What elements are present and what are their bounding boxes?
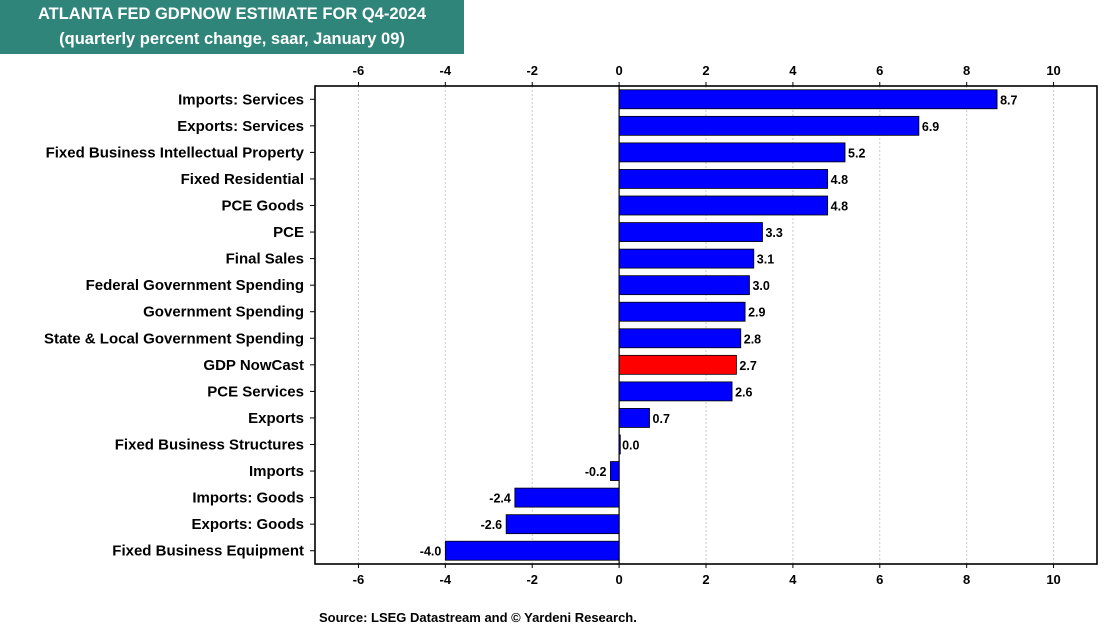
category-label: Fixed Residential xyxy=(181,171,304,188)
bar xyxy=(618,328,742,349)
bar xyxy=(514,487,620,508)
data-label: 0.7 xyxy=(653,412,670,426)
bar xyxy=(610,461,620,481)
x-tick-label-bottom: 8 xyxy=(963,572,970,587)
category-label: Federal Government Spending xyxy=(86,277,304,294)
bar xyxy=(618,301,746,322)
category-label: PCE Services xyxy=(207,383,304,400)
data-label: 4.8 xyxy=(831,173,848,187)
chart-title: ATLANTA FED GDPNOW ESTIMATE FOR Q4-2024 xyxy=(37,5,427,23)
x-tick-label-bottom: -4 xyxy=(440,572,452,587)
category-label: Final Sales xyxy=(226,251,304,268)
data-label: 8.7 xyxy=(1000,93,1017,107)
category-label: Exports: Goods xyxy=(191,516,304,533)
x-tick-label-top: 4 xyxy=(789,63,797,78)
data-label: 2.7 xyxy=(739,359,756,373)
data-label: 5.2 xyxy=(848,146,865,160)
x-tick-label-top: 0 xyxy=(615,63,622,78)
chart-subtitle: (quarterly percent change, saar, January… xyxy=(59,30,405,48)
bar xyxy=(618,195,829,216)
data-label: 4.8 xyxy=(831,200,848,214)
bar xyxy=(618,434,621,455)
category-label: Imports: Services xyxy=(178,91,304,108)
x-tick-label-bottom: 6 xyxy=(876,572,883,587)
category-label: PCE xyxy=(273,224,304,241)
x-tick-label-bottom: 2 xyxy=(702,572,709,587)
x-tick-label-top: -2 xyxy=(526,63,538,78)
x-tick-label-bottom: -2 xyxy=(526,572,538,587)
data-label: 2.6 xyxy=(735,385,752,399)
x-tick-label-top: 10 xyxy=(1046,63,1060,78)
data-label: 2.9 xyxy=(748,306,765,320)
category-label: Fixed Business Intellectual Property xyxy=(46,144,305,161)
x-tick-label-bottom: 0 xyxy=(615,572,622,587)
category-label: Government Spending xyxy=(143,304,304,321)
data-label: 2.8 xyxy=(744,332,761,346)
bar xyxy=(444,540,620,561)
bar xyxy=(618,89,998,110)
category-label: Fixed Business Structures xyxy=(115,437,304,454)
category-label: Imports xyxy=(249,463,304,480)
data-label: 3.0 xyxy=(752,279,769,293)
bar xyxy=(618,169,829,189)
data-label: -4.0 xyxy=(420,545,442,559)
bar xyxy=(618,222,763,242)
category-label: Imports: Goods xyxy=(192,490,304,507)
data-label: 3.1 xyxy=(757,253,774,267)
bar xyxy=(618,381,733,402)
x-tick-label-bottom: 4 xyxy=(789,572,797,587)
x-tick-label-bottom: 10 xyxy=(1046,572,1060,587)
bar xyxy=(618,408,650,428)
bar xyxy=(618,248,755,269)
bar xyxy=(618,142,846,163)
data-label: -2.6 xyxy=(481,518,503,532)
category-label: State & Local Government Spending xyxy=(44,330,304,347)
data-label: 0.0 xyxy=(622,439,639,453)
x-tick-label-top: 2 xyxy=(702,63,709,78)
category-label: PCE Goods xyxy=(221,198,304,215)
x-tick-label-top: 6 xyxy=(876,63,883,78)
category-label: GDP NowCast xyxy=(203,357,304,374)
category-label: Exports: Services xyxy=(177,118,304,135)
x-tick-label-bottom: -6 xyxy=(353,572,365,587)
bar xyxy=(618,275,750,296)
category-label: Exports xyxy=(248,410,304,427)
plot-area xyxy=(315,86,1097,564)
data-label: 6.9 xyxy=(922,120,939,134)
x-tick-label-top: -4 xyxy=(440,63,452,78)
bar xyxy=(618,115,920,136)
category-label: Fixed Business Equipment xyxy=(112,543,304,560)
x-tick-label-top: 8 xyxy=(963,63,970,78)
data-label: -2.4 xyxy=(489,492,511,506)
bar xyxy=(505,514,620,535)
bar xyxy=(618,354,737,375)
x-tick-label-top: -6 xyxy=(353,63,365,78)
plot-border xyxy=(314,85,1098,565)
data-label: 3.3 xyxy=(765,226,782,240)
chart-title-box: ATLANTA FED GDPNOW ESTIMATE FOR Q4-2024 … xyxy=(0,0,464,54)
data-label: -0.2 xyxy=(585,465,607,479)
source-note: Source: LSEG Datastream and © Yardeni Re… xyxy=(319,610,637,625)
